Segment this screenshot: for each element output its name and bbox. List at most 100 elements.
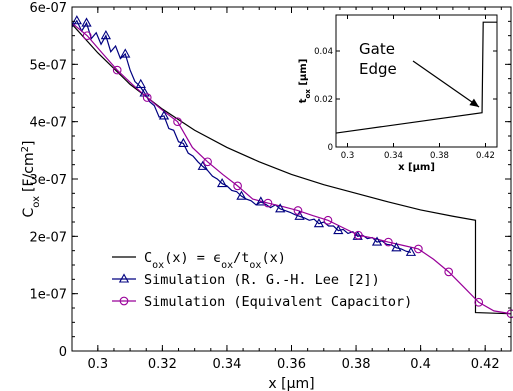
inset-x-axis-title-var: x bbox=[398, 162, 405, 173]
main-plot: 0.3 0.32 0.34 0.36 0.38 0.4 0.42 01e-072e-073e… bbox=[20, 1, 513, 391]
inset-y-axis-title-var: t bbox=[298, 98, 309, 103]
inset-series-line bbox=[335, 21, 497, 134]
annotation-line-1: Gate bbox=[359, 40, 395, 58]
legend-label-part: ox bbox=[152, 260, 164, 271]
data-point-circle bbox=[119, 296, 129, 306]
x-axis-title-unit: [μm] bbox=[281, 376, 314, 391]
series-line-2 bbox=[72, 22, 511, 315]
data-point-circle bbox=[203, 157, 212, 167]
inset-y-tick-label: 0.02 bbox=[314, 95, 333, 105]
data-point-circle bbox=[383, 237, 393, 247]
legend-label-part: ox bbox=[221, 260, 233, 271]
data-point-triangle bbox=[71, 15, 82, 25]
legend-label-part: (x) = ϵ bbox=[164, 250, 221, 266]
inset-y-axis-title-sub: ox bbox=[304, 89, 312, 99]
y-tick-label: 0 bbox=[59, 345, 67, 360]
inset-y-ticks: 0 0.02 0.04 bbox=[314, 47, 497, 153]
data-point-circle bbox=[112, 65, 122, 75]
inset-plot-frame bbox=[335, 14, 498, 148]
y-tick-label: 1e-07 bbox=[29, 288, 67, 303]
data-point-circle bbox=[173, 117, 182, 127]
x-axis-title-var: x bbox=[268, 376, 276, 391]
y-tick-label: 6e-07 bbox=[29, 1, 67, 16]
y-axis-title-sub: ox bbox=[31, 196, 42, 208]
legend-label-part: C bbox=[144, 250, 152, 266]
legend-label-part: /t bbox=[233, 250, 249, 266]
inset-x-axis-title-unit: [μm] bbox=[408, 162, 435, 173]
inset-x-axis-title: x [μm] bbox=[398, 162, 435, 173]
x-tick-label: 0.42 bbox=[471, 357, 500, 372]
data-point-triangle bbox=[275, 203, 286, 213]
inset-series-line-0 bbox=[335, 21, 497, 134]
inset-x-tick-label: 0.42 bbox=[476, 151, 495, 161]
data-point-triangle bbox=[294, 210, 305, 220]
annotation-arrow bbox=[412, 60, 480, 108]
y-tick-label: 2e-07 bbox=[29, 230, 67, 245]
data-point-triangle bbox=[135, 78, 146, 88]
main-series-markers bbox=[71, 15, 513, 319]
inset-y-axis-title-unit: [μm] bbox=[298, 59, 309, 86]
data-point-triangle bbox=[197, 160, 208, 170]
gate-edge-annotation: Gate Edge bbox=[359, 40, 480, 108]
data-point-triangle bbox=[236, 190, 247, 200]
main-y-ticks: 0 1e-07 2e-07 3e-07 4e-07 5e-07 6e-07 bbox=[29, 1, 511, 360]
data-point-triangle bbox=[139, 87, 150, 97]
y-tick-label: 4e-07 bbox=[29, 116, 67, 131]
data-point-triangle bbox=[216, 177, 228, 188]
legend-label-1: Simulation (R. G.-H. Lee [2]) bbox=[144, 272, 380, 288]
inset-x-tick-label: 0.34 bbox=[384, 151, 403, 161]
data-point-circle bbox=[293, 206, 303, 215]
y-axis-title-unit: [F/cm bbox=[21, 152, 37, 192]
y-axis-title-unit-end: ] bbox=[21, 141, 37, 146]
data-point-triangle bbox=[158, 110, 170, 120]
data-point-circle bbox=[444, 267, 454, 277]
inset-x-ticks: 0.3 0.34 0.38 0.42 bbox=[341, 15, 495, 161]
data-point-circle bbox=[353, 230, 363, 240]
data-point-triangle bbox=[120, 48, 131, 58]
data-point-circle bbox=[233, 181, 242, 191]
inset-y-tick-label: 0.04 bbox=[314, 47, 333, 57]
x-tick-label: 0.32 bbox=[148, 357, 177, 372]
data-point-triangle bbox=[313, 218, 325, 228]
annotation-line-2: Edge bbox=[359, 60, 397, 78]
legend-label-2: Simulation (Equivalent Capacitor) bbox=[144, 294, 412, 310]
inset-plot: 0.3 0.34 0.38 0.42 0 0.02 0.04 x [μm] tox [μm… bbox=[298, 10, 505, 173]
data-point-triangle bbox=[81, 17, 92, 27]
x-tick-label: 0.4 bbox=[410, 357, 431, 372]
data-point-circle bbox=[82, 31, 92, 41]
data-point-circle bbox=[474, 297, 484, 307]
legend: Cox(x) = ϵox/tox(x)Simulation (R. G.-H. … bbox=[112, 250, 412, 310]
inset-x-tick-label: 0.3 bbox=[341, 151, 355, 161]
inset-y-tick-label: 0 bbox=[328, 143, 333, 153]
data-point-circle bbox=[142, 93, 152, 102]
y-tick-label: 3e-07 bbox=[29, 173, 67, 188]
inset-x-tick-label: 0.38 bbox=[430, 151, 449, 161]
data-point-circle bbox=[414, 244, 423, 254]
main-x-ticks: 0.3 0.32 0.34 0.36 0.38 0.4 0.42 bbox=[87, 7, 502, 372]
data-point-triangle bbox=[118, 273, 130, 283]
data-point-triangle bbox=[391, 242, 402, 252]
x-tick-label: 0.3 bbox=[87, 357, 108, 372]
legend-label-part: ox bbox=[249, 260, 261, 271]
x-tick-label: 0.36 bbox=[277, 357, 306, 372]
y-tick-label: 5e-07 bbox=[29, 58, 67, 73]
x-tick-label: 0.38 bbox=[342, 357, 371, 372]
inset-y-axis-title: tox [μm] bbox=[298, 59, 312, 104]
annotation-arrowhead bbox=[469, 98, 480, 107]
data-point-circle bbox=[263, 198, 273, 208]
inset-background bbox=[300, 10, 505, 173]
y-axis-title-unit-sup: 2 bbox=[20, 146, 31, 152]
data-point-circle bbox=[323, 215, 333, 225]
data-point-triangle bbox=[100, 30, 112, 40]
x-tick-label: 0.34 bbox=[212, 357, 241, 372]
data-point-triangle bbox=[405, 246, 417, 256]
data-point-triangle bbox=[333, 224, 344, 235]
y-axis-title-var: C bbox=[21, 207, 37, 217]
x-axis-title: x [μm] bbox=[268, 376, 314, 391]
legend-label-0: Cox(x) = ϵox/tox(x) bbox=[144, 250, 286, 271]
data-point-triangle bbox=[255, 196, 266, 206]
legend-label-part: (x) bbox=[261, 250, 285, 266]
data-point-triangle bbox=[371, 236, 383, 246]
data-point-triangle bbox=[178, 137, 189, 148]
